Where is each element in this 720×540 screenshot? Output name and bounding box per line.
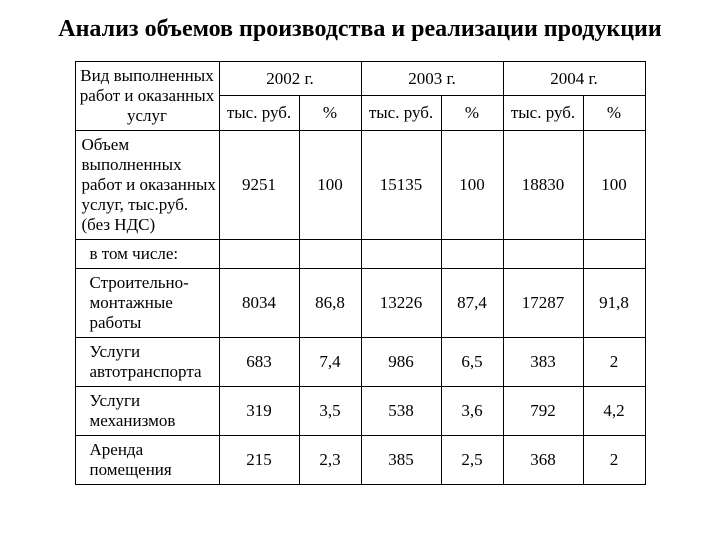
cell-pct: 100: [299, 130, 361, 239]
table-row: Строительно-монтажные работы 8034 86,8 1…: [75, 268, 645, 337]
cell-value: 385: [361, 435, 441, 484]
cell-value: [219, 239, 299, 268]
cell-value: 383: [503, 337, 583, 386]
row-label: Услуги автотранспорта: [75, 337, 219, 386]
header-year-2004: 2004 г.: [503, 61, 645, 96]
cell-value: 18830: [503, 130, 583, 239]
cell-pct: 2,5: [441, 435, 503, 484]
table-row: Аренда помещения 215 2,3 385 2,5 368 2: [75, 435, 645, 484]
cell-value: 368: [503, 435, 583, 484]
cell-value: 215: [219, 435, 299, 484]
cell-pct: 4,2: [583, 386, 645, 435]
cell-value: 319: [219, 386, 299, 435]
page-title: Анализ объемов производства и реализации…: [0, 0, 720, 61]
production-table: Вид выполненных работ и оказанных услуг …: [75, 61, 646, 485]
cell-pct: [299, 239, 361, 268]
cell-pct: 2: [583, 337, 645, 386]
cell-pct: [441, 239, 503, 268]
cell-pct: 86,8: [299, 268, 361, 337]
cell-value: 986: [361, 337, 441, 386]
row-label: Объем выполненных работ и оказанных услу…: [75, 130, 219, 239]
row-label: Услуги механизмов: [75, 386, 219, 435]
cell-pct: 3,6: [441, 386, 503, 435]
cell-pct: 2: [583, 435, 645, 484]
cell-pct: 3,5: [299, 386, 361, 435]
cell-value: 13226: [361, 268, 441, 337]
cell-pct: 7,4: [299, 337, 361, 386]
header-sub-value: тыс. руб.: [361, 96, 441, 131]
cell-value: 17287: [503, 268, 583, 337]
table-row: в том числе:: [75, 239, 645, 268]
row-label: Аренда помещения: [75, 435, 219, 484]
cell-value: [361, 239, 441, 268]
cell-pct: 87,4: [441, 268, 503, 337]
cell-value: 683: [219, 337, 299, 386]
header-year-2003: 2003 г.: [361, 61, 503, 96]
cell-pct: 100: [441, 130, 503, 239]
cell-pct: 91,8: [583, 268, 645, 337]
table-row: Услуги механизмов 319 3,5 538 3,6 792 4,…: [75, 386, 645, 435]
row-label: Строительно-монтажные работы: [75, 268, 219, 337]
header-row-label: Вид выполненных работ и оказанных услуг: [75, 61, 219, 130]
row-label: в том числе:: [75, 239, 219, 268]
cell-value: 8034: [219, 268, 299, 337]
cell-value: 15135: [361, 130, 441, 239]
cell-pct: 6,5: [441, 337, 503, 386]
header-sub-pct: %: [299, 96, 361, 131]
table-body: Объем выполненных работ и оказанных услу…: [75, 130, 645, 484]
header-sub-value: тыс. руб.: [503, 96, 583, 131]
cell-pct: 2,3: [299, 435, 361, 484]
header-sub-value: тыс. руб.: [219, 96, 299, 131]
cell-value: 538: [361, 386, 441, 435]
cell-value: [503, 239, 583, 268]
cell-value: 792: [503, 386, 583, 435]
table-header-row-1: Вид выполненных работ и оказанных услуг …: [75, 61, 645, 96]
table-row: Объем выполненных работ и оказанных услу…: [75, 130, 645, 239]
cell-pct: 100: [583, 130, 645, 239]
cell-value: 9251: [219, 130, 299, 239]
header-year-2002: 2002 г.: [219, 61, 361, 96]
table-row: Услуги автотранспорта 683 7,4 986 6,5 38…: [75, 337, 645, 386]
header-sub-pct: %: [441, 96, 503, 131]
cell-pct: [583, 239, 645, 268]
header-sub-pct: %: [583, 96, 645, 131]
